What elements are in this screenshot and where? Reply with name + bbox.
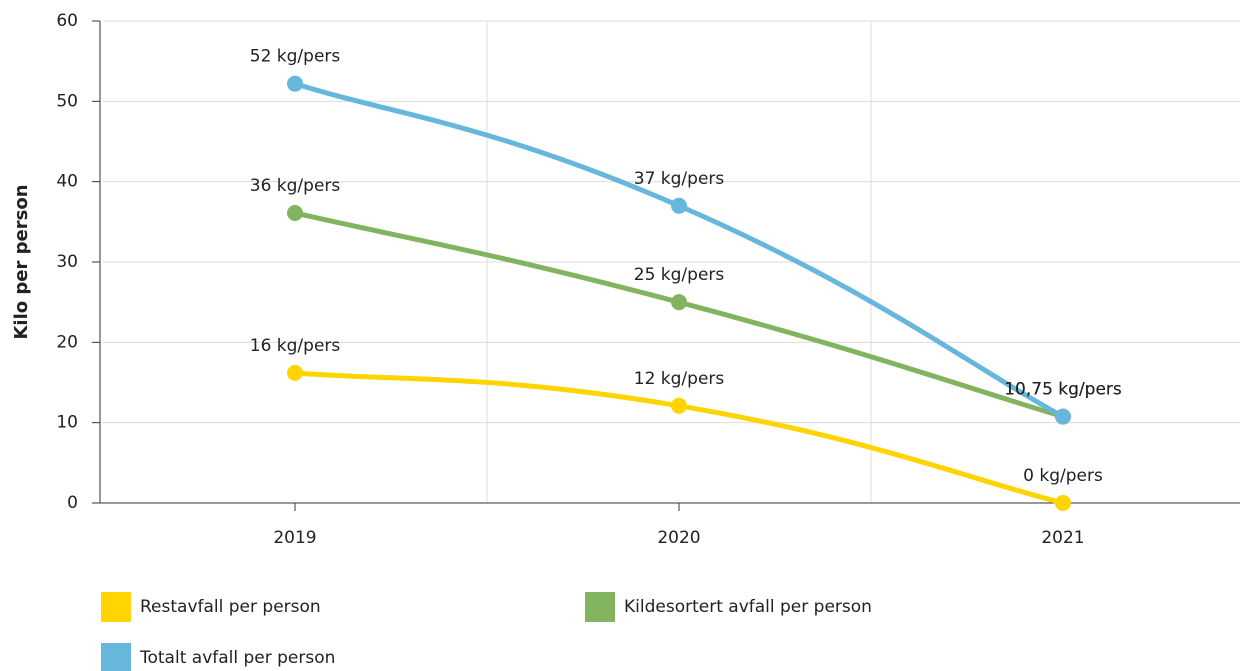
data-label: 0 kg/pers bbox=[1023, 466, 1103, 486]
y-tick-label: 50 bbox=[56, 91, 78, 111]
x-tick-label: 2020 bbox=[657, 528, 700, 548]
data-label: 16 kg/pers bbox=[250, 336, 341, 356]
data-label: 36 kg/pers bbox=[250, 176, 341, 196]
data-label: 10,75 kg/pers bbox=[1004, 380, 1122, 400]
point bbox=[671, 197, 687, 214]
y-tick-label: 60 bbox=[56, 11, 78, 31]
legend-swatch bbox=[101, 643, 131, 671]
y-tick-label: 40 bbox=[56, 172, 78, 192]
series-line bbox=[292, 81, 1066, 420]
point bbox=[671, 294, 687, 311]
y-axis-title: Kilo per person bbox=[11, 184, 32, 339]
point bbox=[287, 364, 303, 381]
data-label: 10,75 kg/pers bbox=[1004, 380, 1122, 400]
legend-label: Restavfall per person bbox=[140, 597, 321, 617]
legend-label: Kildesortert avfall per person bbox=[624, 597, 872, 617]
legend-label: Totalt avfall per person bbox=[139, 648, 335, 668]
legend-swatch bbox=[101, 592, 131, 622]
point bbox=[287, 75, 303, 92]
legend-swatch bbox=[585, 592, 615, 622]
point bbox=[1055, 495, 1071, 511]
y-tick-label: 30 bbox=[56, 252, 78, 272]
data-label: 37 kg/pers bbox=[634, 169, 725, 189]
point bbox=[671, 397, 687, 414]
y-tick-label: 0 bbox=[67, 493, 78, 513]
point bbox=[1055, 408, 1071, 425]
data-label: 52 kg/pers bbox=[250, 47, 341, 67]
y-tick-label: 20 bbox=[56, 332, 78, 352]
data-label: 12 kg/pers bbox=[634, 369, 725, 389]
x-tick-label: 2021 bbox=[1041, 528, 1084, 548]
data-label: 25 kg/pers bbox=[634, 265, 725, 285]
x-tick-label: 2019 bbox=[273, 528, 316, 548]
point bbox=[287, 204, 303, 221]
y-tick-label: 10 bbox=[56, 413, 78, 433]
series-line bbox=[292, 370, 1066, 506]
